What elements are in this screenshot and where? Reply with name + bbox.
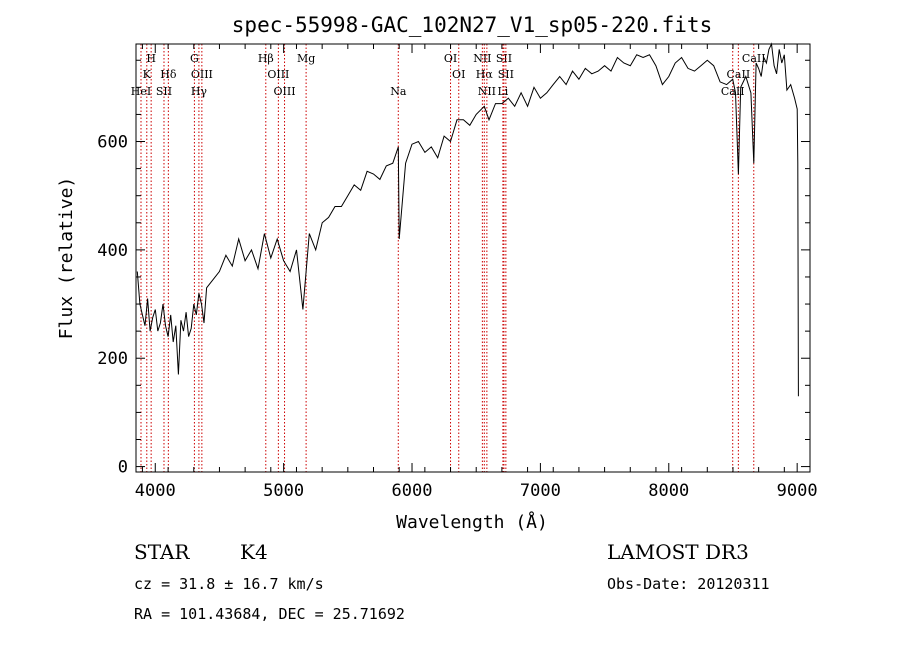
spectral-line-label: H	[146, 52, 156, 65]
axis-ticks-layer: 4000 5000 6000 7000 8000 9000 0 200 400 600	[97, 44, 818, 501]
spectral-line-label: Hγ	[191, 85, 208, 98]
object-class: STAR	[134, 540, 190, 564]
spectral-line-label: Hβ	[258, 52, 274, 65]
spectral-line-label: CaII	[727, 68, 751, 81]
spectral-line-label: SII	[496, 52, 512, 65]
plot-frame	[135, 43, 811, 473]
spectral-line-label: OI	[444, 52, 457, 65]
obs-date: Obs-Date: 20120311	[607, 575, 770, 593]
spectral-line-label: OIII	[274, 85, 296, 98]
redshift-value: cz = 31.8 ± 16.7 km/s	[134, 575, 324, 593]
y-tick-label: 200	[97, 349, 128, 369]
spectral-subclass: K4	[240, 540, 268, 564]
spectral-line-label: Mg	[297, 52, 315, 65]
spectral-line-label: HeI	[131, 85, 151, 98]
spectral-line-label: CaII	[742, 52, 766, 65]
x-tick-label: 5000	[263, 481, 304, 501]
x-tick-label: 7000	[520, 481, 561, 501]
spectral-line-label: Na	[390, 85, 407, 98]
spectral-line-label: OIII	[191, 68, 213, 81]
spectral-line-label: CaII	[721, 85, 745, 98]
x-tick-label: 8000	[648, 481, 689, 501]
spectral-line-label: K	[143, 68, 152, 81]
spectral-line-label: OI	[452, 68, 465, 81]
spectral-line-label: Hα	[476, 68, 494, 81]
chart-title: spec-55998-GAC_102N27_V1_sp05-220.fits	[232, 13, 712, 37]
x-tick-label: 6000	[392, 481, 433, 501]
survey-name: LAMOST DR3	[607, 540, 749, 564]
spectral-line-label: Li	[497, 85, 508, 98]
x-tick-label: 4000	[135, 481, 176, 501]
spectral-line-label: G	[190, 52, 199, 65]
spectrum-series-line	[136, 42, 799, 397]
y-axis-label: Flux (relative)	[56, 177, 77, 340]
x-axis-label: Wavelength (Å)	[396, 511, 548, 533]
spectral-lines-layer: HK HeI SII Hδ G OIII Hγ Hβ OIII OIII Mg Na OI OI NII Hα…	[131, 44, 766, 472]
y-tick-label: 0	[118, 458, 128, 478]
spectral-line-label: NII	[473, 52, 491, 65]
coordinates: RA = 101.43684, DEC = 25.71692	[134, 605, 405, 623]
y-tick-label: 400	[97, 241, 128, 261]
y-tick-label: 600	[97, 133, 128, 153]
x-tick-label: 9000	[777, 481, 818, 501]
spectral-line-label: SII	[498, 68, 514, 81]
spectral-line-label: NII	[478, 85, 496, 98]
spectral-line-label: OIII	[267, 68, 289, 81]
spectral-line-label: SII	[156, 85, 172, 98]
spectral-line-label: Hδ	[160, 68, 177, 81]
